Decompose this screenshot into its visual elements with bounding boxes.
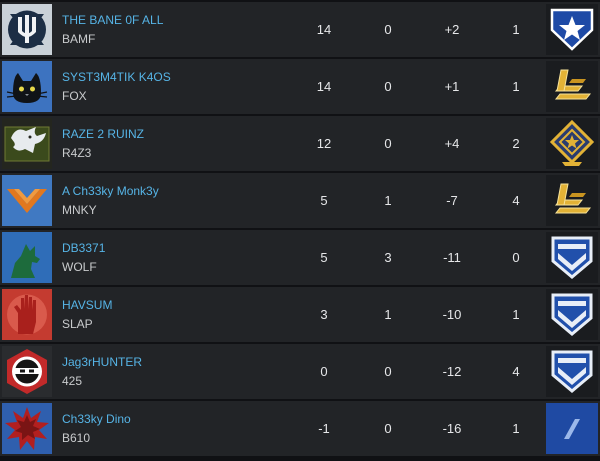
kills-value: 14 <box>316 79 332 94</box>
wolf-emblem-icon <box>2 232 52 283</box>
chevron-shield-rank-icon <box>546 289 598 340</box>
clan-tag: MNKY <box>62 203 97 217</box>
gold-bars-rank-icon <box>546 175 598 226</box>
kills-value: 5 <box>320 250 328 265</box>
player-row[interactable]: SYST3M4TIK K4OS FOX 14 0 +1 1 <box>0 59 600 114</box>
gamertag[interactable]: DB3371 <box>62 241 106 255</box>
clan-tag: FOX <box>62 89 87 103</box>
bull-emblem-icon <box>2 118 52 169</box>
deaths-value: 4 <box>512 364 520 379</box>
spread-value: +2 <box>444 22 460 37</box>
kills-value: 3 <box>320 307 328 322</box>
deaths-value: 1 <box>512 421 520 436</box>
assists-value: 0 <box>384 79 392 94</box>
player-row[interactable]: Ch33ky Dino B610 -1 0 -16 1 <box>0 401 600 456</box>
gamertag[interactable]: SYST3M4TIK K4OS <box>62 70 171 84</box>
chevron-emblem-icon <box>2 175 52 226</box>
ninja-emblem-icon <box>2 346 52 397</box>
assists-value: 0 <box>384 22 392 37</box>
gamertag[interactable]: RAZE 2 RUINZ <box>62 127 145 141</box>
trident-emblem-icon <box>2 4 52 55</box>
deaths-value: 1 <box>512 79 520 94</box>
player-row[interactable]: A Ch33ky Monk3y MNKY 5 1 -7 4 <box>0 173 600 228</box>
spread-value: -12 <box>442 364 462 379</box>
player-row[interactable]: THE BANE 0F ALL BAMF 14 0 +2 1 <box>0 2 600 57</box>
spread-value: +1 <box>444 79 460 94</box>
splat-emblem-icon <box>2 403 52 454</box>
kills-value: 5 <box>320 193 328 208</box>
gamertag[interactable]: A Ch33ky Monk3y <box>62 184 159 198</box>
deaths-value: 4 <box>512 193 520 208</box>
slash-rank-icon <box>546 403 598 454</box>
kills-value: 14 <box>316 22 332 37</box>
hand-emblem-icon <box>2 289 52 340</box>
player-row[interactable]: Jag3rHUNTER 425 0 0 -12 4 <box>0 344 600 399</box>
clan-tag: WOLF <box>62 260 97 274</box>
gamertag[interactable]: THE BANE 0F ALL <box>62 13 164 27</box>
spread-value: -16 <box>442 421 462 436</box>
deaths-value: 1 <box>512 307 520 322</box>
assists-value: 1 <box>384 193 392 208</box>
clan-tag: 425 <box>62 374 83 388</box>
deaths-value: 1 <box>512 22 520 37</box>
spread-value: -7 <box>446 193 458 208</box>
chevron-shield-rank-icon <box>546 232 598 283</box>
clan-tag: B610 <box>62 431 91 445</box>
gamertag[interactable]: Jag3rHUNTER <box>62 355 143 369</box>
gamertag[interactable]: Ch33ky Dino <box>62 412 131 426</box>
assists-value: 1 <box>384 307 392 322</box>
player-row[interactable]: RAZE 2 RUINZ R4Z3 12 0 +4 2 <box>0 116 600 171</box>
player-row[interactable]: HAVSUM SLAP 3 1 -10 1 <box>0 287 600 342</box>
clan-tag: SLAP <box>62 317 93 331</box>
kills-value: 0 <box>320 364 328 379</box>
assists-value: 0 <box>384 421 392 436</box>
spread-value: +4 <box>444 136 460 151</box>
assists-value: 0 <box>384 364 392 379</box>
assists-value: 3 <box>384 250 392 265</box>
spread-value: -10 <box>442 307 462 322</box>
gold-diamond-rank-icon <box>546 118 598 169</box>
clan-tag: R4Z3 <box>62 146 92 160</box>
deaths-value: 2 <box>512 136 520 151</box>
gamertag[interactable]: HAVSUM <box>62 298 113 312</box>
player-row[interactable]: DB3371 WOLF 5 3 -11 0 <box>0 230 600 285</box>
cat-emblem-icon <box>2 61 52 112</box>
assists-value: 0 <box>384 136 392 151</box>
kills-value: 12 <box>316 136 332 151</box>
star-shield-rank-icon <box>546 4 598 55</box>
chevron-shield-rank-icon <box>546 346 598 397</box>
deaths-value: 0 <box>512 250 520 265</box>
spread-value: -11 <box>443 250 461 265</box>
kills-value: -1 <box>318 421 330 436</box>
gold-bars-rank-icon <box>546 61 598 112</box>
clan-tag: BAMF <box>62 32 96 46</box>
